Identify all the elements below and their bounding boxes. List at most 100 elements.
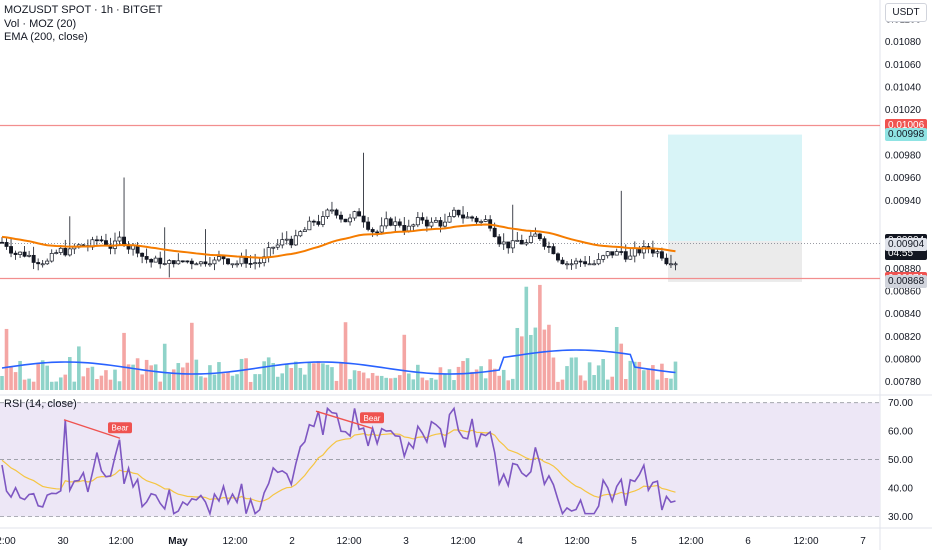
candle-body-6 (27, 254, 32, 257)
candle-body-77 (348, 217, 352, 223)
rsi-tick-label-0: 70.00 (888, 398, 913, 409)
volume-bar-71 (321, 363, 325, 390)
volume-bar-25 (113, 369, 117, 390)
volume-bar-104 (470, 371, 474, 390)
volume-bar-115 (520, 336, 524, 390)
candle-body-91 (411, 224, 416, 227)
candle-body-121 (546, 246, 551, 248)
candle-body-34 (153, 257, 158, 263)
candle-body-137 (619, 251, 624, 253)
volume-bar-145 (655, 379, 660, 390)
time-label-12: 12:00 (678, 536, 703, 547)
candle-body-49 (221, 256, 226, 260)
volume-bar-56 (253, 374, 257, 390)
volume-bar-131 (592, 375, 596, 390)
rsi-tick-label-3: 40.00 (888, 484, 913, 495)
divergence-badge-1 (360, 412, 384, 424)
candle-body-117 (528, 235, 533, 243)
volume-bar-32 (144, 359, 149, 390)
candle-body-97 (438, 220, 443, 227)
volume-bar-107 (483, 378, 488, 390)
candle-body-9 (40, 263, 45, 266)
candle-body-46 (207, 263, 212, 266)
candle-body-136 (614, 251, 619, 256)
volume-bar-78 (352, 370, 357, 390)
volume-bar-19 (86, 367, 90, 390)
time-label-14: 12:00 (793, 536, 818, 547)
time-label-11: 5 (631, 536, 637, 547)
candle-body-112 (506, 241, 511, 249)
volume-legend[interactable]: Vol · MOZ (20) (4, 18, 77, 30)
volume-bar-102 (461, 360, 465, 390)
candle-body-36 (162, 263, 167, 265)
candle-body-0 (0, 241, 4, 244)
candle-body-48 (217, 256, 221, 261)
volume-bar-149 (673, 361, 678, 390)
volume-bar-69 (312, 363, 316, 390)
volume-bar-106 (479, 366, 483, 390)
time-label-9: 4 (517, 536, 523, 547)
rsi-legend[interactable]: RSI (14, close) (4, 398, 77, 410)
candle-body-4 (18, 251, 23, 255)
candle-body-21 (94, 239, 99, 242)
candle-body-81 (366, 221, 371, 230)
symbol-title[interactable]: MOZUSDT SPOT · 1h · BITGET (4, 4, 163, 16)
volume-bar-54 (244, 358, 248, 390)
candle-body-88 (397, 221, 402, 226)
candle-body-62 (280, 239, 285, 246)
volume-bar-35 (158, 381, 162, 390)
candle-body-40 (180, 260, 185, 263)
time-label-7: 3 (403, 536, 409, 547)
candle-body-74 (334, 209, 339, 216)
ema-legend[interactable]: EMA (200, close) (4, 31, 88, 43)
candle-body-142 (641, 246, 646, 254)
volume-ma-line (1, 349, 676, 375)
volume-bar-95 (429, 377, 434, 390)
currency-button[interactable]: USDT (885, 3, 927, 22)
price-tick-label-6: 0.00960 (885, 173, 922, 184)
volume-bar-113 (510, 378, 515, 390)
price-tick-label-1: 0.01080 (885, 37, 922, 48)
volume-bar-39 (176, 363, 181, 390)
price-tick-label-8: 0.00880 (885, 264, 922, 275)
candle-body-87 (393, 221, 398, 226)
time-label-10: 12:00 (564, 536, 589, 547)
volume-bar-8 (36, 363, 40, 390)
volume-bar-142 (642, 370, 646, 390)
candle-body-8 (36, 262, 41, 265)
candle-body-146 (659, 251, 664, 259)
volume-bar-67 (303, 374, 307, 390)
volume-bar-20 (90, 366, 95, 390)
candle-body-135 (610, 251, 615, 256)
candle-body-5 (22, 251, 27, 257)
candle-body-104 (470, 216, 475, 219)
volume-bar-136 (614, 327, 619, 390)
candle-body-106 (479, 221, 484, 223)
divergence-label-1: Bear (364, 414, 381, 423)
volume-bar-26 (117, 381, 122, 390)
volume-bar-57 (257, 374, 262, 390)
candle-body-70 (316, 221, 321, 225)
price-tick-label-9: 0.00860 (885, 287, 922, 298)
time-label-8: 12:00 (450, 536, 475, 547)
volume-bar-92 (416, 364, 420, 390)
candle-body-94 (424, 219, 429, 227)
candle-body-85 (384, 218, 389, 227)
volume-bar-109 (492, 368, 497, 390)
candle-body-98 (443, 221, 447, 227)
volume-bar-12 (54, 381, 59, 390)
volume-bar-137 (619, 343, 624, 390)
price-tag-3: 0.00904 (885, 238, 928, 252)
volume-bar-123 (556, 381, 560, 390)
candle-body-131 (592, 263, 597, 266)
price-tick-label-10: 0.00840 (885, 309, 922, 320)
volume-bar-114 (515, 327, 520, 390)
volume-bar-65 (294, 361, 298, 390)
volume-bar-63 (284, 364, 289, 390)
candle-body-89 (402, 225, 407, 232)
candle-body-66 (298, 231, 303, 237)
volume-bar-119 (538, 284, 542, 390)
volume-bar-22 (99, 375, 104, 390)
